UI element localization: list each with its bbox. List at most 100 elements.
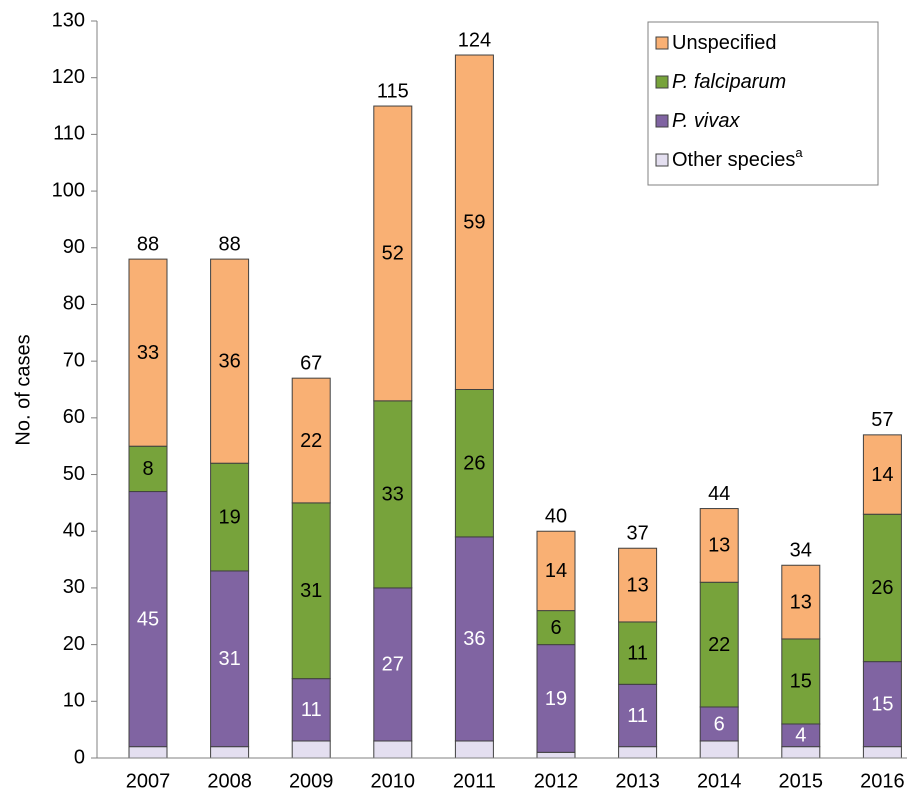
y-tick-label: 40 (63, 520, 85, 542)
bar-segment (699, 508, 739, 583)
bar-segment (454, 54, 494, 391)
data-label: 15 (790, 671, 812, 693)
data-label: 8 (142, 458, 153, 480)
x-tick-label: 2009 (289, 770, 334, 792)
total-label: 37 (626, 523, 648, 545)
legend-label: P. vivax (672, 110, 740, 132)
y-tick-label: 60 (63, 406, 85, 428)
data-label: 11 (301, 699, 322, 721)
data-label: 13 (626, 574, 648, 596)
x-tick-label: 2010 (371, 770, 416, 792)
x-tick-label: 2011 (453, 770, 496, 792)
bar-segment (291, 678, 331, 742)
y-tick-label: 90 (63, 236, 85, 258)
bar-segment (454, 740, 494, 759)
data-label: 15 (871, 693, 893, 715)
y-tick-label: 0 (74, 746, 85, 768)
bar-segment (862, 661, 902, 748)
x-tick-label: 2015 (779, 770, 824, 792)
x-tick-label: 2007 (126, 770, 171, 792)
x-tick-label: 2012 (534, 770, 579, 792)
bar-segment (291, 740, 331, 759)
legend-swatch (655, 153, 669, 167)
data-label: 19 (545, 688, 567, 710)
bar-segment (291, 502, 331, 680)
data-label: 59 (463, 212, 485, 234)
bar-segment (618, 683, 658, 748)
bar-segment (373, 105, 413, 402)
data-label: 31 (300, 580, 322, 602)
bar-segment (536, 644, 576, 753)
data-label: 13 (790, 591, 812, 613)
bar-segment (291, 377, 331, 504)
y-tick-label: 70 (63, 349, 85, 371)
bar-segment (210, 570, 250, 748)
bar-segment (781, 638, 821, 725)
bar-segment (373, 587, 413, 742)
total-label: 57 (871, 409, 893, 431)
legend-name: P. falciparum (672, 71, 786, 93)
total-label: 88 (137, 233, 159, 255)
data-label: 26 (871, 577, 893, 599)
legend-label: P. falciparum (672, 71, 786, 93)
bar-segment (210, 258, 250, 464)
legend-name: Other species (672, 149, 795, 171)
bar-segment (536, 530, 576, 612)
legend-swatch (655, 75, 669, 89)
y-tick-label: 120 (52, 66, 85, 88)
data-label: 11 (627, 705, 648, 727)
legend-swatch (655, 114, 669, 128)
data-label: 6 (550, 617, 561, 639)
total-label: 40 (545, 506, 567, 528)
y-tick-label: 80 (63, 293, 85, 315)
bar-segment (128, 746, 168, 759)
x-tick-label: 2008 (207, 770, 252, 792)
data-label: 4 (795, 725, 806, 747)
data-label: 19 (218, 506, 240, 528)
data-label: 33 (382, 484, 404, 506)
bar-segment (862, 434, 902, 515)
bar-segment (699, 740, 739, 759)
total-label: 67 (300, 352, 322, 374)
bar-segment (781, 746, 821, 759)
data-label: 22 (300, 430, 322, 452)
data-label: 14 (545, 560, 567, 582)
bar-segment (373, 740, 413, 759)
bar-segment (454, 536, 494, 742)
total-label: 34 (790, 540, 812, 562)
y-axis-label: No. of cases (12, 334, 34, 445)
data-label: 13 (708, 535, 730, 557)
data-label: 26 (463, 452, 485, 474)
legend-label: Other speciesa (672, 145, 803, 171)
bar-segment (128, 491, 168, 748)
data-label: 45 (137, 608, 159, 630)
data-label: 6 (714, 713, 725, 735)
y-tick-label: 100 (52, 179, 85, 201)
data-label: 27 (382, 654, 404, 676)
total-label: 124 (458, 29, 491, 51)
bar-segment (618, 621, 658, 685)
bar-segment (699, 581, 739, 708)
y-tick-label: 30 (63, 576, 85, 598)
data-label: 11 (627, 642, 648, 664)
legend-swatch (655, 36, 669, 50)
legend-box (647, 21, 879, 186)
data-label: 52 (382, 243, 404, 265)
y-tick-label: 20 (63, 633, 85, 655)
total-label: 115 (377, 80, 409, 102)
y-tick-label: 10 (63, 690, 85, 712)
data-label: 31 (218, 648, 240, 670)
x-tick-label: 2013 (615, 770, 660, 792)
data-label: 36 (218, 350, 240, 372)
y-tick-label: 130 (52, 9, 85, 31)
bar-segment (210, 462, 250, 572)
bar-segment (781, 564, 821, 640)
data-label: 14 (871, 464, 893, 486)
bar-segment (128, 445, 168, 493)
bar-segment (454, 389, 494, 538)
data-label: 22 (708, 634, 730, 656)
bar-segment (536, 751, 576, 759)
y-tick-label: 50 (63, 463, 85, 485)
x-tick-label: 2016 (860, 770, 905, 792)
